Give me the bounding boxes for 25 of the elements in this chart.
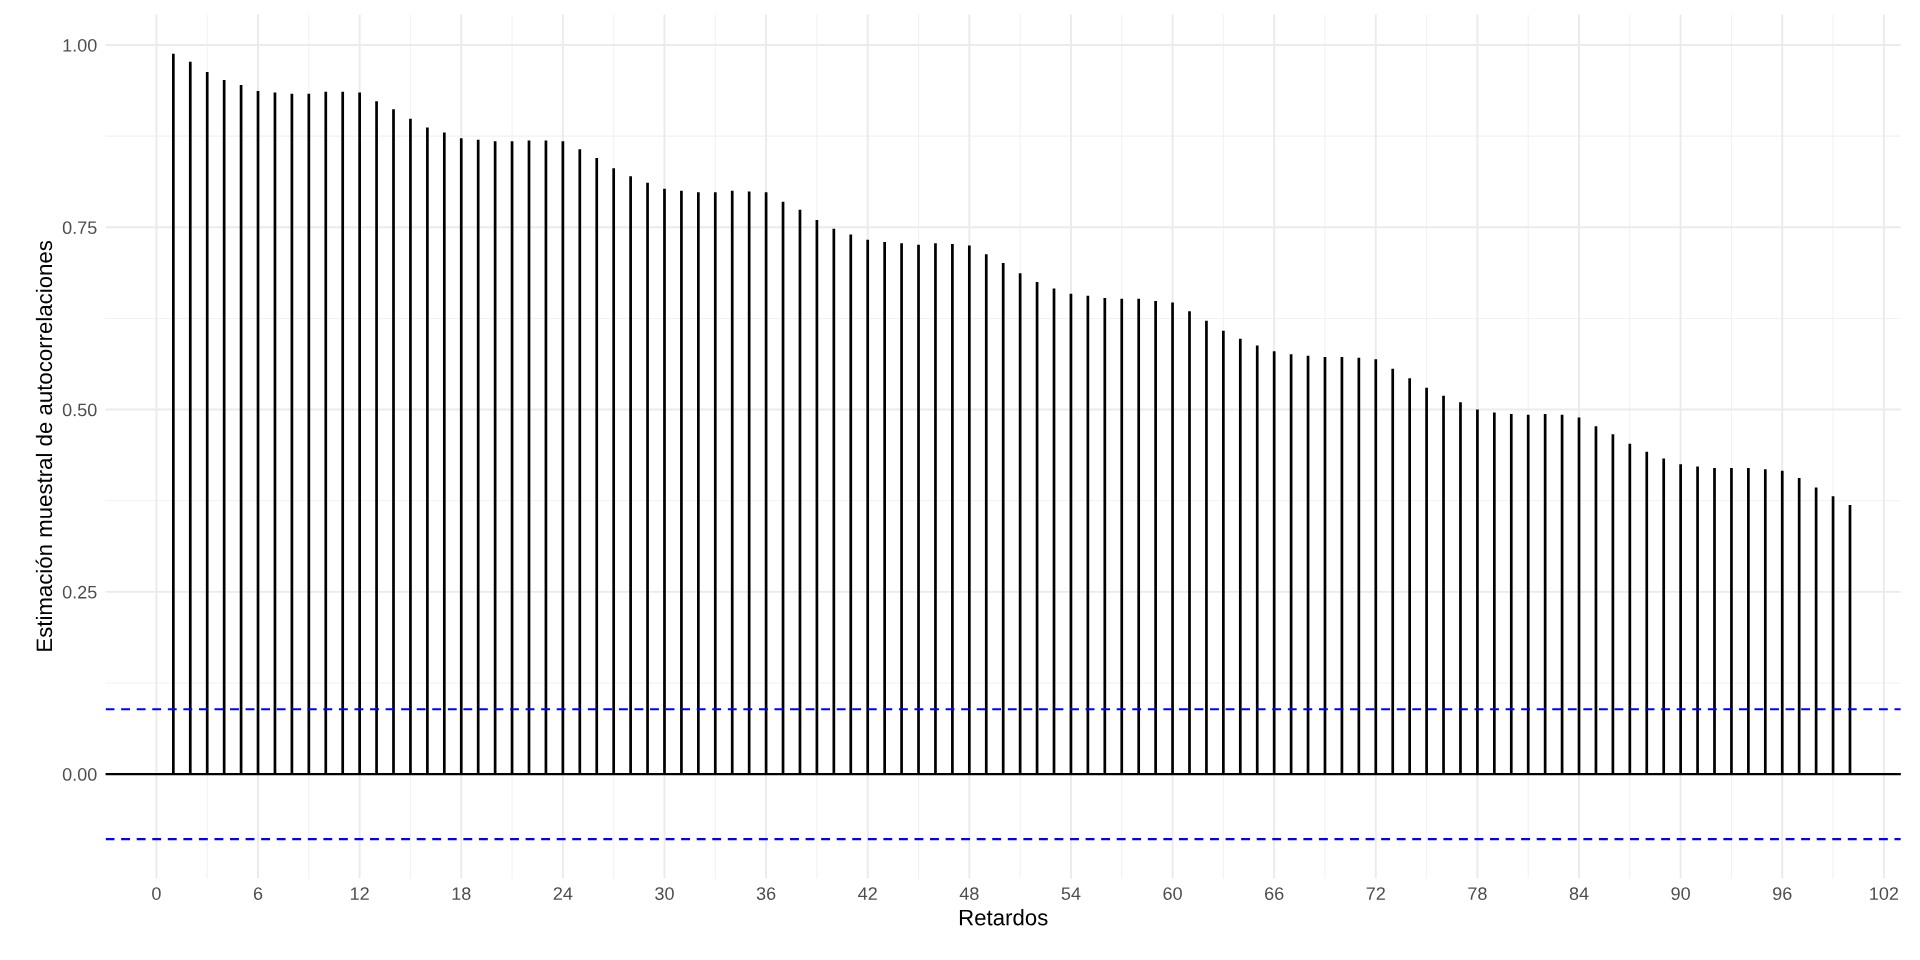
y-tick-label: 1.00 <box>63 38 97 52</box>
x-tick-label: 72 <box>1366 887 1385 900</box>
x-tick-label: 102 <box>1870 887 1899 900</box>
y-tick-label: 0.25 <box>62 585 97 599</box>
x-tick-label: 90 <box>1671 887 1690 900</box>
x-tick-label: 60 <box>1163 887 1182 900</box>
x-tick-label: 18 <box>452 887 471 900</box>
x-tick-label: 66 <box>1265 887 1284 900</box>
x-axis-title: Retardos <box>959 909 1048 926</box>
y-tick-label: 0.50 <box>62 403 97 417</box>
y-tick-label: 0.75 <box>62 221 97 235</box>
x-tick-label: 48 <box>959 887 979 900</box>
x-tick-label: 96 <box>1773 887 1792 900</box>
x-tick-label: 36 <box>756 887 776 900</box>
x-tick-label: 12 <box>350 887 369 900</box>
x-tick-label: 84 <box>1569 887 1589 900</box>
x-tick-label: 30 <box>655 887 674 900</box>
x-tick-label: 78 <box>1468 887 1487 900</box>
x-tick-label: 54 <box>1061 887 1081 900</box>
x-tick-label: 24 <box>553 887 573 900</box>
x-tick-label: 6 <box>253 887 263 900</box>
x-tick-label: 0 <box>152 887 161 900</box>
x-tick-label: 42 <box>858 887 877 900</box>
y-axis-title: Estimación muestral de autocorrelaciones <box>35 240 53 651</box>
y-tick-label: 0.00 <box>62 768 97 781</box>
